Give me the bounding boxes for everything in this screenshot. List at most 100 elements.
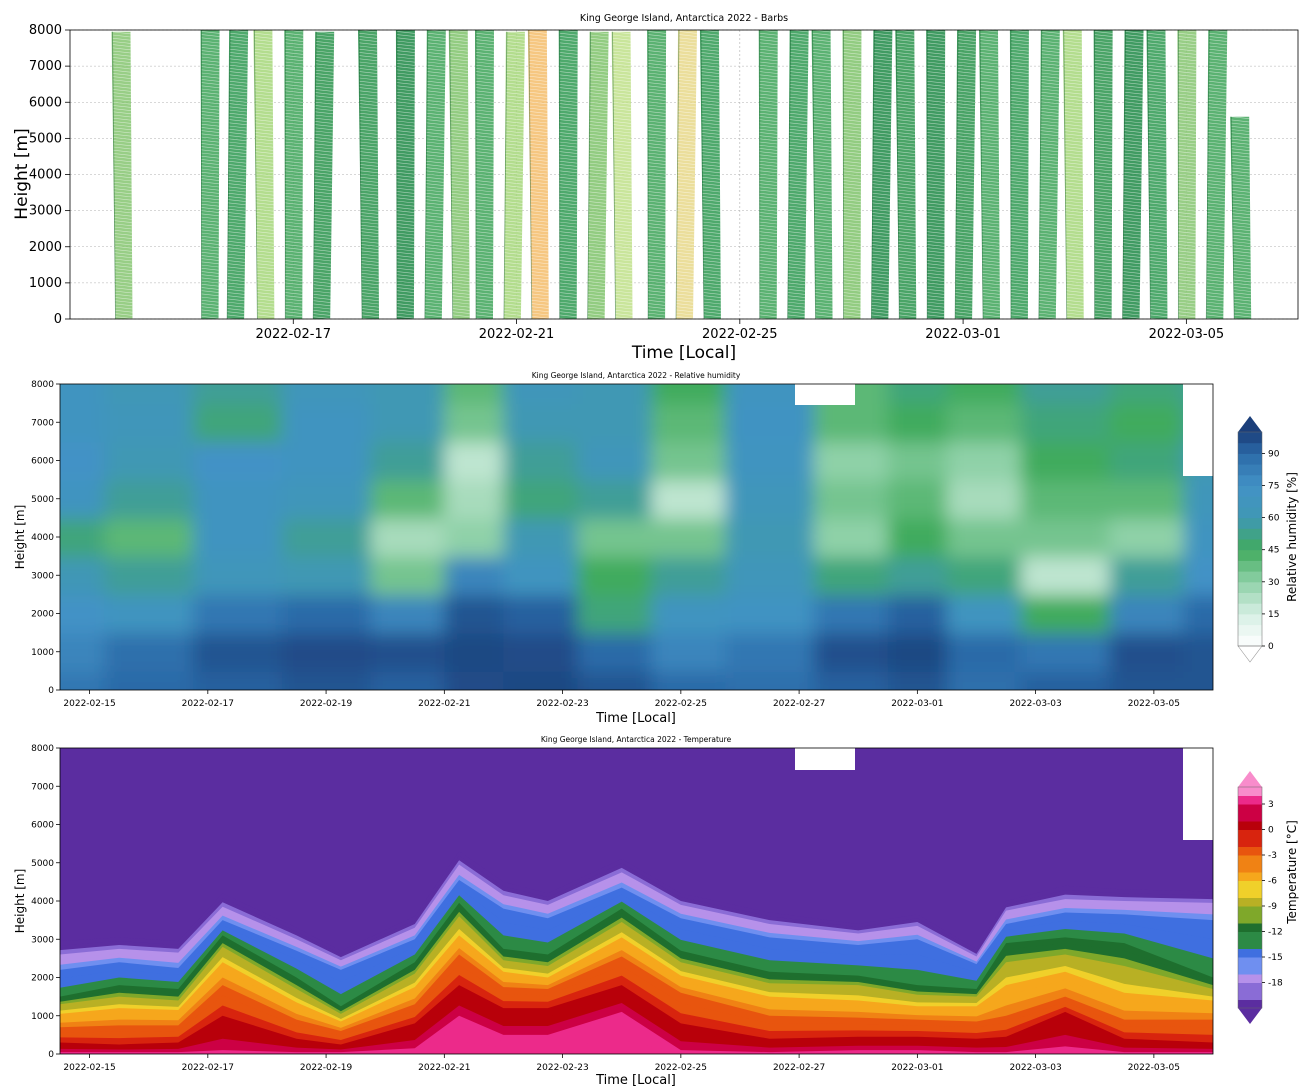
barb-profile-staff — [312, 31, 317, 319]
barb-profile-hatching — [1121, 30, 1144, 319]
rh-cell — [60, 441, 106, 481]
rh-cell — [193, 517, 283, 558]
barb-profile-band — [676, 30, 697, 319]
temp-colorbar-segment — [1238, 965, 1262, 975]
rh-y-tick-label: 8000 — [31, 380, 54, 390]
rh-field — [60, 384, 1213, 690]
rh-cell — [370, 403, 446, 443]
temp-x-tick-label: 2022-02-21 — [418, 1063, 470, 1073]
rh-colorbar-tick-label: 45 — [1268, 546, 1279, 556]
barb-profile-staff — [870, 30, 875, 319]
rh-cell — [104, 517, 195, 558]
barb-profile-hatching — [254, 30, 275, 319]
rh-cell — [503, 670, 579, 690]
rh-colorbar-tick-label: 30 — [1268, 578, 1280, 588]
barb-profile-hatching — [870, 30, 893, 319]
barb-profile-staff — [812, 30, 816, 319]
temp-colorbar-segment — [1238, 838, 1262, 847]
temp-colorbar-segment — [1238, 889, 1262, 898]
rh-cell — [725, 632, 815, 672]
barb-profile — [253, 30, 275, 319]
temp-colorbar-segment — [1238, 872, 1262, 881]
temp-x-tick-label: 2022-03-05 — [1128, 1063, 1180, 1073]
rh-colorbar-segment — [1238, 453, 1262, 465]
rh-cell — [887, 517, 948, 558]
rh-cell — [813, 670, 889, 690]
barb-profile-hatching — [612, 31, 633, 319]
rh-colorbar-segment — [1238, 539, 1262, 551]
rh-x-tick-label: 2022-03-03 — [1009, 699, 1061, 709]
barb-profile — [1146, 30, 1168, 319]
rh-cell — [1109, 479, 1185, 519]
rh-cell — [503, 632, 579, 672]
temp-y-tick-label: 5000 — [31, 859, 54, 869]
barb-profile-staff — [787, 30, 792, 319]
rh-cell — [1183, 594, 1213, 634]
temp-colorbar-segment — [1238, 923, 1262, 932]
rh-cell — [946, 384, 1022, 405]
temp-ticks: 0 1000 2000 3000 4000 5000 6000 7000 8000 2022-02… — [31, 744, 1180, 1073]
rh-colorbar-extend-min — [1237, 645, 1263, 663]
rh-cell — [104, 403, 195, 443]
rh-cell — [887, 441, 948, 481]
temp-colorbar-extend-min — [1238, 1008, 1262, 1024]
rh-y-tick-label: 6000 — [31, 457, 54, 467]
barb-profile-hatching — [312, 31, 335, 319]
rh-cell — [946, 594, 1022, 634]
barbs-ticks: 0 1000 2000 3000 4000 5000 6000 7000 8000 2022-02… — [29, 23, 1224, 342]
barb-profile-hatching — [700, 30, 721, 319]
rh-cell — [651, 632, 727, 672]
rh-cell — [193, 384, 283, 405]
barb-profile — [1121, 30, 1144, 319]
rh-x-tick-label: 2022-02-15 — [63, 699, 115, 709]
barb-profile — [675, 30, 698, 319]
rh-cell — [503, 556, 579, 596]
rh-cell — [887, 670, 948, 690]
barb-profile — [474, 30, 495, 319]
rh-x-tick-label: 2022-02-21 — [418, 699, 470, 709]
temp-colorbar-frame — [1237, 786, 1263, 1009]
barb-profile-band — [474, 30, 494, 319]
rh-x-tick-label: 2022-03-05 — [1128, 699, 1180, 709]
rh-y-tick-label: 1000 — [31, 648, 54, 658]
barb-profile-hatching — [395, 30, 415, 319]
barb-profile-hatching — [954, 30, 977, 319]
barb-profile — [1093, 30, 1113, 319]
barb-profile — [811, 30, 833, 319]
rh-cell — [946, 556, 1022, 596]
barb-profile-staff — [675, 30, 680, 319]
rh-cell — [1183, 670, 1213, 690]
temp-x-tick-label: 2022-02-27 — [773, 1063, 825, 1073]
rh-cell — [370, 632, 446, 672]
rh-cell — [887, 556, 948, 596]
rh-cell — [60, 517, 106, 558]
barb-profile-staff — [358, 30, 363, 319]
rh-colorbar-segment — [1238, 549, 1262, 561]
temp-colorbar-segment — [1238, 787, 1262, 796]
rh-ticks: 0 1000 2000 3000 4000 5000 6000 7000 8000 2022-02… — [31, 380, 1180, 709]
temp-colorbar-tick-label: -18 — [1268, 979, 1283, 989]
temp-colorbar-segment — [1238, 846, 1262, 856]
rh-colorbar-segment — [1238, 603, 1262, 615]
barb-profile-hatching — [226, 30, 249, 319]
barb-profile-hatching — [423, 30, 446, 319]
rh-cell — [444, 594, 505, 634]
barb-profile — [502, 31, 525, 319]
barbs-profiles — [111, 30, 1252, 319]
temp-colorbar-tick-label: -15 — [1268, 953, 1283, 963]
rh-cell — [651, 479, 727, 519]
rh-cell — [444, 556, 505, 596]
rh-cell — [1020, 441, 1111, 481]
rh-cell — [887, 479, 948, 519]
rh-title: King George Island, Antarctica 2022 - Re… — [532, 371, 741, 380]
temp-xlabel: Time [Local] — [595, 1073, 676, 1087]
rh-cell — [946, 479, 1022, 519]
temp-colorbar-segment — [1238, 999, 1262, 1009]
barb-profile — [423, 30, 446, 319]
temp-colorbar-segment — [1238, 795, 1262, 805]
temp-x-tick-label: 2022-02-23 — [536, 1063, 588, 1073]
barb-profile-band — [1038, 30, 1060, 319]
temp-colorbar-segment — [1238, 804, 1262, 813]
barb-profile-hatching — [1037, 30, 1060, 319]
barbs-y-tick-label: 3000 — [29, 204, 62, 219]
